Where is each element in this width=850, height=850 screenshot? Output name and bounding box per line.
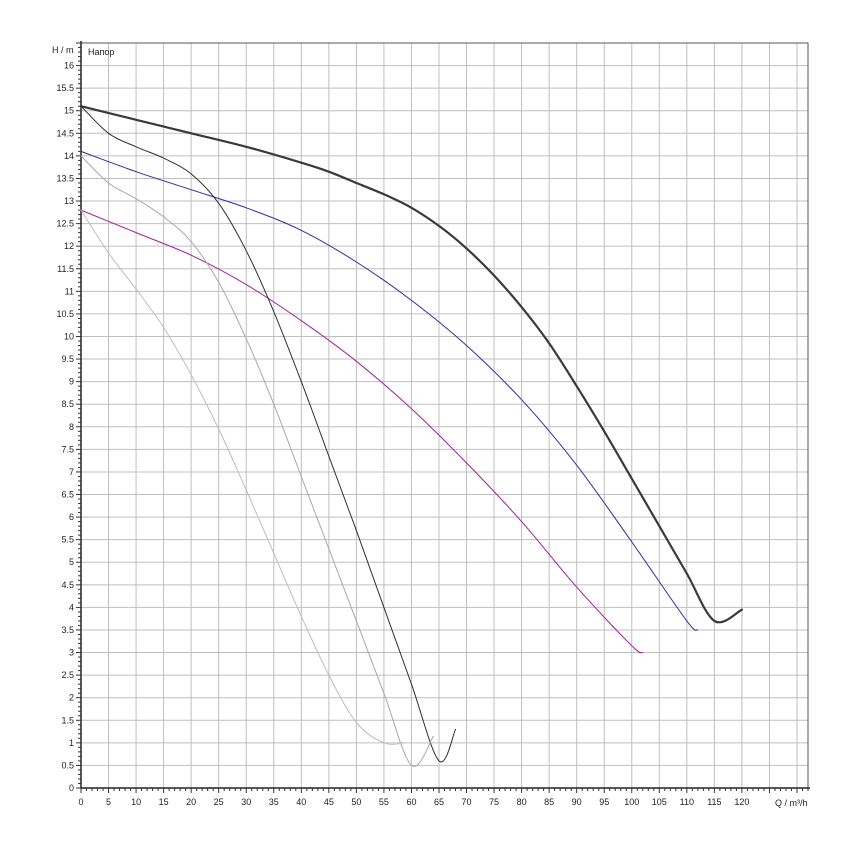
x-tick-label: 55 bbox=[379, 797, 389, 807]
plot-background bbox=[81, 43, 808, 788]
x-axis-label: Q / m³/h bbox=[775, 798, 808, 808]
x-tick-label: 115 bbox=[707, 797, 721, 807]
series-label: Напор bbox=[88, 47, 114, 57]
x-tick-label: 20 bbox=[186, 797, 196, 807]
y-tick-label: 15.5 bbox=[56, 83, 74, 93]
x-tick-label: 105 bbox=[652, 797, 667, 807]
x-tick-label: 110 bbox=[680, 797, 694, 807]
y-tick-label: 8.5 bbox=[61, 399, 74, 409]
y-tick-label: 5.5 bbox=[61, 535, 74, 545]
y-tick-label: 12 bbox=[64, 241, 74, 251]
y-tick-label: 2 bbox=[69, 693, 74, 703]
y-tick-label: 0.5 bbox=[61, 760, 74, 770]
y-axis-ticks: 00.511.522.533.544.555.566.577.588.599.5… bbox=[56, 42, 81, 793]
x-tick-label: 65 bbox=[434, 797, 444, 807]
y-tick-label: 16 bbox=[64, 61, 74, 71]
x-tick-label: 40 bbox=[296, 797, 306, 807]
y-tick-label: 8 bbox=[69, 422, 74, 432]
x-tick-label: 70 bbox=[462, 797, 472, 807]
y-tick-label: 0 bbox=[69, 783, 74, 793]
x-tick-label: 5 bbox=[106, 797, 111, 807]
x-tick-label: 85 bbox=[544, 797, 554, 807]
series-line-4 bbox=[80, 105, 456, 763]
x-tick-label: 95 bbox=[599, 797, 609, 807]
x-tick-label: 10 bbox=[131, 797, 141, 807]
x-axis-ticks: 0 5 10 15 20 25 30 35 40 45 50 55 60 65 70 75 80 85 90 95 10… bbox=[78, 788, 809, 807]
y-axis-label: H / m bbox=[52, 45, 74, 55]
series-line-2 bbox=[80, 150, 699, 631]
x-tick-label: 50 bbox=[351, 797, 361, 807]
y-tick-label: 12.5 bbox=[56, 219, 74, 229]
y-tick-label: 15 bbox=[64, 106, 74, 116]
series-line-1 bbox=[79, 105, 743, 624]
x-tick-label: 80 bbox=[517, 797, 527, 807]
x-tick-label: 120 bbox=[734, 797, 749, 807]
y-tick-label: 2.5 bbox=[61, 670, 74, 680]
y-tick-label: 9.5 bbox=[61, 354, 74, 364]
y-tick-label: 11 bbox=[65, 286, 74, 296]
x-tick-label: 90 bbox=[572, 797, 582, 807]
y-tick-label: 4 bbox=[69, 602, 74, 612]
series-line-6 bbox=[80, 209, 407, 745]
y-tick-label: 3 bbox=[69, 648, 74, 658]
y-tick-label: 7.5 bbox=[61, 444, 74, 454]
x-tick-label: 0 bbox=[78, 797, 83, 807]
x-tick-label: 25 bbox=[214, 797, 224, 807]
y-tick-label: 14.5 bbox=[56, 128, 74, 138]
x-tick-label: 15 bbox=[159, 797, 169, 807]
y-tick-label: 13 bbox=[64, 196, 74, 206]
x-tick-label: 30 bbox=[241, 797, 251, 807]
x-tick-label: 45 bbox=[324, 797, 334, 807]
y-tick-label: 4.5 bbox=[61, 580, 74, 590]
y-tick-label: 6 bbox=[69, 512, 74, 522]
y-tick-label: 1.5 bbox=[61, 715, 74, 725]
y-tick-label: 13.5 bbox=[56, 173, 74, 183]
y-tick-label: 11.5 bbox=[57, 264, 74, 274]
y-tick-label: 10.5 bbox=[56, 309, 74, 319]
y-tick-label: 6.5 bbox=[61, 490, 74, 500]
y-tick-label: 5 bbox=[69, 557, 74, 567]
x-tick-label: 60 bbox=[406, 797, 416, 807]
y-tick-label: 14 bbox=[64, 151, 74, 161]
x-tick-label: 35 bbox=[269, 797, 279, 807]
series-line-5 bbox=[80, 155, 434, 767]
y-tick-label: 9 bbox=[69, 377, 74, 387]
series-line-3 bbox=[80, 209, 644, 654]
y-tick-label: 7 bbox=[69, 467, 74, 477]
x-tick-label: 100 bbox=[624, 797, 639, 807]
y-tick-label: 10 bbox=[64, 331, 74, 341]
series-lines bbox=[79, 105, 743, 767]
y-tick-label: 1 bbox=[69, 738, 74, 748]
y-tick-label: 3.5 bbox=[61, 625, 74, 635]
x-tick-label: 75 bbox=[489, 797, 499, 807]
